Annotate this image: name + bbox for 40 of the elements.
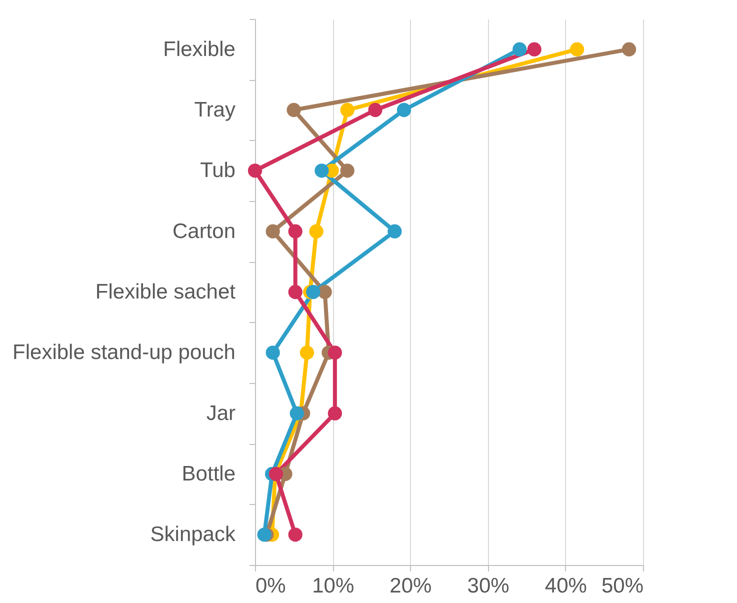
x-tick-label: 0%: [256, 574, 286, 598]
point: [340, 102, 354, 118]
x-tick-label: 30%: [467, 574, 510, 598]
point: [288, 284, 302, 300]
y-tick-label: Carton: [172, 220, 236, 243]
point: [290, 406, 304, 420]
point: [286, 102, 301, 118]
point: [266, 224, 280, 238]
point: [328, 346, 342, 360]
point: [248, 164, 262, 178]
point: [328, 406, 342, 420]
x-tick-label: 50%: [601, 574, 644, 598]
point: [257, 528, 272, 542]
point: [512, 42, 527, 56]
y-tick-label: Jar: [206, 402, 236, 425]
point: [288, 528, 302, 542]
point: [309, 224, 324, 238]
point: [570, 42, 584, 56]
y-tick-label: Bottle: [182, 462, 236, 486]
point: [314, 164, 329, 178]
point: [318, 284, 332, 300]
point: [388, 224, 402, 238]
point: [396, 102, 412, 118]
point: [622, 42, 636, 56]
y-tick-label: Flexible: [163, 38, 236, 61]
x-tick-label: 40%: [544, 574, 587, 598]
point: [300, 346, 314, 360]
point: [340, 164, 354, 178]
x-tick-label: 10%: [312, 574, 354, 598]
y-tick-label: Flexible stand-up pouch: [12, 341, 236, 364]
x-tick-label: 20%: [390, 574, 432, 598]
point: [288, 224, 302, 238]
point: [266, 346, 280, 360]
y-tick-label: Skinpack: [150, 523, 236, 546]
y-tick-label: Tub: [200, 159, 236, 182]
y-tick-label: Tray: [194, 98, 236, 122]
point: [527, 42, 542, 56]
y-tick-label: Flexible sachet: [95, 280, 236, 304]
point: [306, 284, 320, 300]
point: [368, 102, 382, 118]
